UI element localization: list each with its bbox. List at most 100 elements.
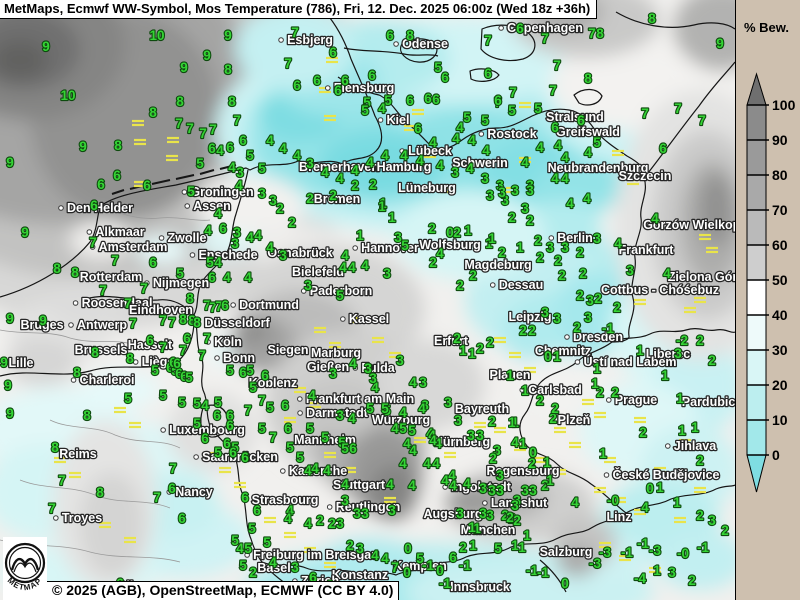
city-label[interactable]: Eindhoven: [128, 302, 195, 319]
city-label[interactable]: Würzburg: [371, 412, 432, 429]
city-label[interactable]: Pardubice: [680, 394, 735, 411]
city-label[interactable]: Siegen: [266, 342, 310, 359]
city-label[interactable]: Osnabrück: [266, 245, 334, 262]
city-label[interactable]: Erfurt: [433, 333, 470, 350]
city-label[interactable]: Szczecin: [617, 168, 672, 185]
city-label[interactable]: Mannheim: [293, 432, 357, 449]
city-label[interactable]: Reims: [58, 446, 98, 463]
city-label[interactable]: Greifswald: [555, 124, 622, 141]
city-label[interactable]: Luxembourg: [168, 422, 246, 439]
city-label[interactable]: Bayreuth: [454, 401, 511, 418]
city-label[interactable]: Odense: [401, 36, 449, 53]
city-label[interactable]: Esbjerg: [286, 32, 334, 49]
city-label[interactable]: Ingolstadt: [450, 479, 513, 496]
city-label[interactable]: Düsseldorf: [203, 315, 272, 332]
city-label[interactable]: Bielefeld: [291, 264, 346, 281]
city-label[interactable]: Hamburg: [375, 159, 432, 176]
city-label[interactable]: Lübeck: [407, 143, 453, 160]
city-label[interactable]: Antwerp: [76, 317, 129, 334]
city-label[interactable]: Paderborn: [308, 283, 373, 300]
city-label[interactable]: Augsburg: [422, 506, 484, 523]
city-label[interactable]: Darmstadt: [305, 405, 370, 422]
city-label[interactable]: Nancy: [174, 484, 214, 501]
city-label[interactable]: Marburg: [310, 345, 363, 362]
city-label[interactable]: Jihlava: [673, 438, 719, 455]
city-label[interactable]: Stralsund: [545, 109, 605, 126]
city-label[interactable]: Dessau: [497, 277, 544, 294]
city-label[interactable]: Frankfurt: [617, 242, 675, 259]
city-label[interactable]: Bremen: [312, 191, 361, 208]
city-label[interactable]: Fulda: [360, 360, 397, 377]
city-label[interactable]: Innsbruck: [449, 579, 511, 596]
city-label[interactable]: Salzburg: [538, 544, 593, 561]
city-label[interactable]: Roosendaal: [80, 295, 153, 312]
city-label[interactable]: Flensburg: [332, 80, 395, 97]
city-label[interactable]: Lüneburg: [397, 180, 457, 197]
city-label[interactable]: Freiburg im Breisgau: [252, 547, 380, 564]
city-label[interactable]: Plzeň: [556, 412, 591, 429]
city-label[interactable]: Hannover: [360, 240, 420, 257]
city-label[interactable]: Magdeburg: [463, 257, 533, 274]
city-label[interactable]: Kassel: [348, 311, 391, 328]
weather-map-canvas[interactable]: Esbjerg Odense Copenhagen Flensburg Kiel Lübe…: [0, 0, 735, 600]
city-label[interactable]: Berlin: [556, 230, 594, 247]
city-label[interactable]: Amsterdam: [97, 239, 168, 256]
legend-tick-label: 70: [772, 202, 788, 218]
city-label[interactable]: Enschede: [197, 247, 259, 264]
city-label[interactable]: Plauen: [488, 367, 532, 384]
legend-segment: [746, 314, 767, 351]
city-label[interactable]: Wolfsburg: [418, 237, 482, 254]
city-label[interactable]: Chemnitz: [534, 343, 593, 360]
city-label[interactable]: Liège: [140, 354, 175, 371]
city-label[interactable]: Assen: [192, 198, 232, 215]
city-label[interactable]: Zwolle: [166, 230, 208, 247]
city-label[interactable]: Bonn: [222, 350, 257, 367]
city-label[interactable]: München: [459, 522, 516, 539]
city-label[interactable]: Den Helder: [66, 200, 135, 217]
city-label[interactable]: Koblenz: [247, 375, 298, 392]
city-label[interactable]: Ústí nad Labem: [582, 353, 678, 371]
city-label[interactable]: Linz: [605, 509, 633, 526]
city-label[interactable]: Nijmegen: [152, 275, 211, 292]
city-label[interactable]: Gorzów Wielkopolski: [642, 217, 735, 234]
city-label[interactable]: Dortmund: [238, 297, 300, 314]
city-label[interactable]: Schwerin: [451, 155, 509, 172]
city-label[interactable]: Lille: [7, 355, 35, 372]
city-label[interactable]: Saarbrücken: [201, 449, 279, 466]
city-label[interactable]: Charleroi: [78, 372, 135, 389]
city-label[interactable]: Dresden: [572, 329, 625, 346]
city-label[interactable]: Rostock: [486, 126, 538, 143]
city-label[interactable]: Köln: [213, 334, 243, 351]
city-label[interactable]: Carlsbad: [527, 382, 583, 399]
city-label[interactable]: Neubrandenburg: [546, 160, 649, 177]
city-label[interactable]: Konstanz: [331, 567, 390, 584]
city-label[interactable]: Bremerhaven: [298, 159, 381, 176]
city-label[interactable]: Basel: [256, 560, 292, 577]
city-label[interactable]: Liberec: [644, 346, 691, 363]
city-label[interactable]: Prague: [614, 392, 659, 409]
city-label[interactable]: Stuttgart: [332, 477, 388, 494]
city-label[interactable]: Gießen: [306, 359, 351, 376]
city-label[interactable]: Alkmaar: [94, 224, 146, 241]
city-label[interactable]: Nürnberg: [433, 434, 492, 451]
city-label[interactable]: Copenhagen: [506, 20, 584, 37]
city-label[interactable]: Hasselt: [126, 337, 174, 354]
city-label[interactable]: Karlsruhe: [288, 463, 349, 480]
city-label[interactable]: Reutlingen: [334, 499, 401, 516]
city-label[interactable]: Landshut: [490, 495, 550, 512]
city-label[interactable]: Kiel: [385, 112, 411, 129]
city-label[interactable]: Frankfurt am Main: [305, 391, 416, 408]
city-label[interactable]: České Budějovice: [611, 466, 721, 484]
city-label[interactable]: Cottbus - Chóśebuz: [600, 282, 721, 299]
city-label[interactable]: Rotterdam: [78, 269, 143, 286]
city-label[interactable]: Kempten: [392, 558, 448, 575]
city-label[interactable]: Groningen: [189, 184, 255, 201]
city-label[interactable]: Leipzig: [507, 309, 553, 326]
city-label[interactable]: Brussels: [73, 342, 128, 359]
city-label[interactable]: Strasbourg: [250, 492, 319, 509]
city-label[interactable]: Regensburg: [485, 463, 561, 480]
city-label[interactable]: Zielona Góra: [666, 269, 735, 286]
city-label[interactable]: Troyes: [61, 510, 104, 527]
city-label[interactable]: Bruges: [19, 317, 65, 334]
map-area[interactable]: Esbjerg Odense Copenhagen Flensburg Kiel Lübe…: [0, 0, 735, 600]
